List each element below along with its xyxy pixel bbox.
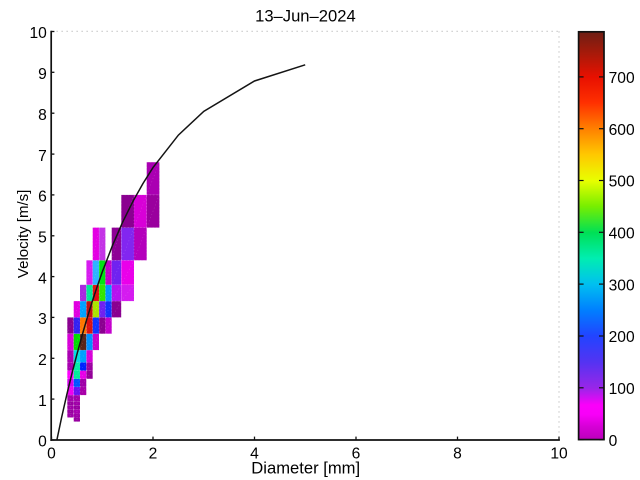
svg-text:4: 4 [38, 270, 47, 287]
svg-text:8: 8 [38, 107, 47, 124]
svg-text:0: 0 [38, 434, 47, 451]
svg-text:6: 6 [38, 189, 47, 206]
svg-text:0: 0 [47, 446, 56, 463]
svg-text:0: 0 [609, 433, 618, 450]
svg-text:9: 9 [38, 66, 47, 83]
svg-text:200: 200 [609, 329, 635, 346]
svg-text:Diameter [mm]: Diameter [mm] [251, 459, 360, 478]
svg-text:1: 1 [38, 393, 47, 410]
svg-text:7: 7 [38, 148, 47, 165]
svg-text:700: 700 [609, 70, 635, 87]
svg-text:4: 4 [250, 446, 259, 463]
svg-text:Velocity [m/s]: Velocity [m/s] [15, 190, 32, 278]
svg-text:10: 10 [29, 25, 47, 42]
svg-text:600: 600 [609, 122, 635, 139]
svg-text:3: 3 [38, 311, 47, 328]
svg-text:400: 400 [609, 226, 635, 243]
svg-text:10: 10 [550, 446, 568, 463]
svg-text:5: 5 [38, 229, 47, 246]
svg-text:6: 6 [352, 446, 361, 463]
svg-text:8: 8 [453, 446, 462, 463]
svg-text:2: 2 [149, 446, 158, 463]
svg-text:13–Jun–2024: 13–Jun–2024 [255, 7, 356, 26]
svg-text:2: 2 [38, 352, 47, 369]
svg-text:100: 100 [609, 381, 635, 398]
svg-text:500: 500 [609, 174, 635, 191]
svg-text:300: 300 [609, 277, 635, 294]
